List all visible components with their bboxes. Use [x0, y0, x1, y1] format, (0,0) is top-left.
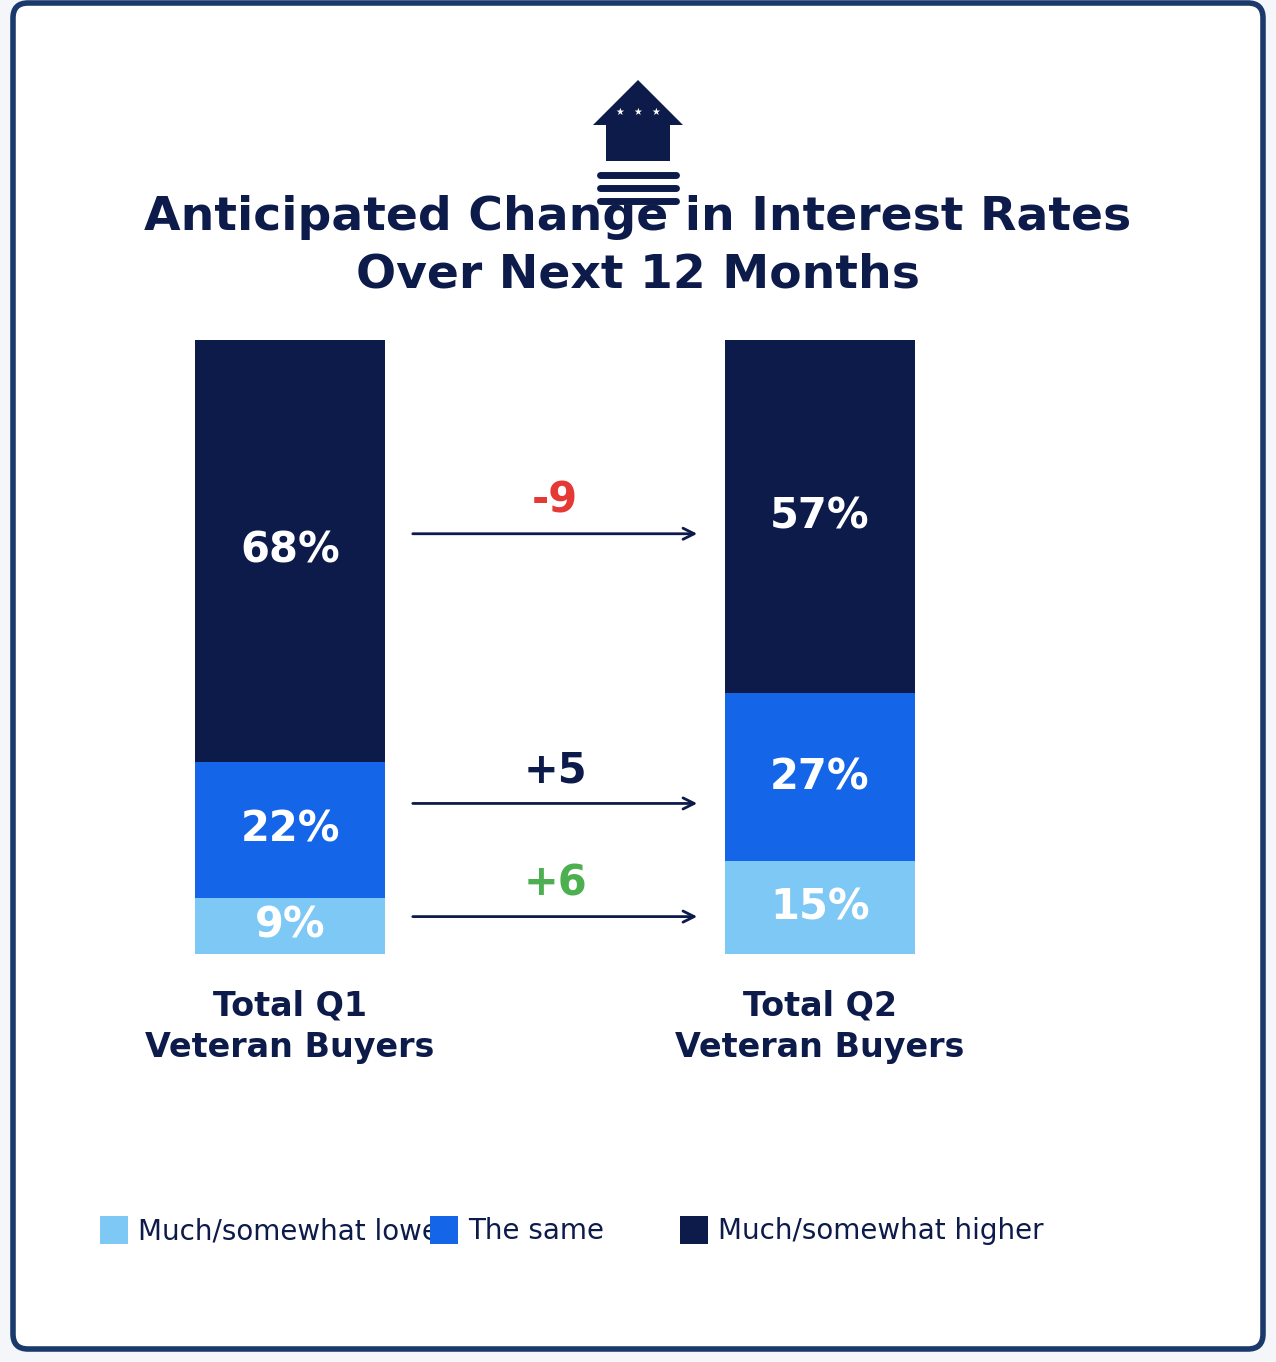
Text: Anticipated Change in Interest Rates
Over Next 12 Months: Anticipated Change in Interest Rates Ove…	[144, 195, 1132, 297]
Text: 68%: 68%	[240, 530, 339, 572]
Text: Much/somewhat lower: Much/somewhat lower	[138, 1218, 450, 1245]
Text: +6: +6	[523, 862, 587, 904]
Bar	[195, 898, 385, 953]
Text: 57%: 57%	[771, 496, 870, 538]
Text: ★: ★	[615, 108, 624, 117]
Bar	[430, 1216, 458, 1244]
Text: +5: +5	[523, 749, 587, 791]
Text: Total Q2
Veteran Buyers: Total Q2 Veteran Buyers	[675, 990, 965, 1064]
Polygon shape	[593, 80, 683, 125]
Bar	[725, 693, 915, 861]
Text: 27%: 27%	[771, 756, 870, 798]
Text: 22%: 22%	[240, 809, 339, 851]
Text: ★: ★	[634, 108, 642, 117]
Text: 15%: 15%	[771, 887, 870, 929]
Bar	[195, 340, 385, 761]
Bar	[725, 340, 915, 693]
Bar	[100, 1216, 128, 1244]
Text: ★: ★	[652, 108, 661, 117]
Text: 9%: 9%	[255, 904, 325, 947]
Text: Much/somewhat higher: Much/somewhat higher	[718, 1218, 1044, 1245]
Text: -9: -9	[532, 479, 578, 522]
FancyBboxPatch shape	[13, 3, 1263, 1348]
Text: Total Q1
Veteran Buyers: Total Q1 Veteran Buyers	[145, 990, 435, 1064]
Bar	[606, 123, 670, 161]
Bar	[725, 861, 915, 953]
Text: The same: The same	[468, 1218, 604, 1245]
Bar	[680, 1216, 708, 1244]
Bar	[195, 761, 385, 898]
